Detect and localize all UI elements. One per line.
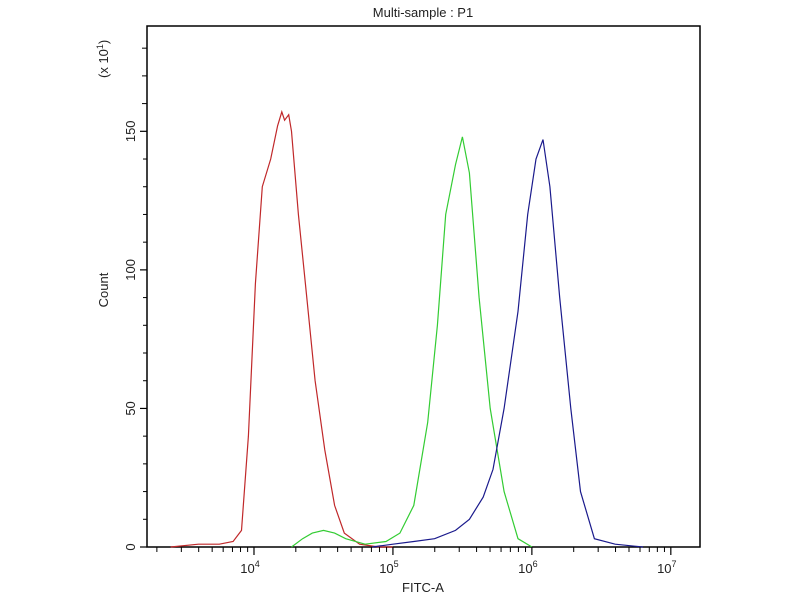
chart-title: Multi-sample : P1 xyxy=(373,5,473,20)
series-line-blue xyxy=(372,139,644,548)
x-axis-label: FITC-A xyxy=(402,580,444,595)
y-multiplier-label: (x 101) xyxy=(95,40,111,78)
y-tick-label: 100 xyxy=(123,259,138,281)
y-tick-label: 0 xyxy=(123,543,138,550)
series-line-green xyxy=(291,136,533,548)
y-tick-label: 50 xyxy=(123,401,138,415)
y-axis-label: Count xyxy=(96,272,111,307)
plot-frame xyxy=(146,25,701,548)
x-tick-label: 105 xyxy=(379,559,398,576)
series-line-red xyxy=(170,109,393,548)
x-tick-label: 107 xyxy=(657,559,676,576)
x-tick-label: 106 xyxy=(518,559,537,576)
y-tick-label: 150 xyxy=(123,120,138,142)
x-tick-label: 104 xyxy=(240,559,259,576)
